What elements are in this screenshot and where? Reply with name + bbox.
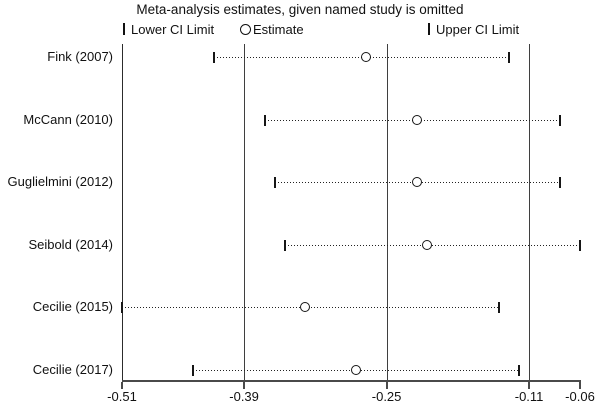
legend-lower-label: Lower CI Limit (131, 21, 215, 37)
estimate-marker (299, 302, 310, 313)
y-axis-line (122, 44, 123, 380)
legend-upper-label: Upper CI Limit (436, 21, 520, 37)
study-label: Fink (2007) (47, 49, 113, 64)
lower-ci-tick-mark (192, 365, 195, 376)
upper-ci-tick-mark (497, 302, 500, 314)
x-axis-tick-label: -0.51 (107, 389, 137, 404)
x-axis-line (122, 380, 581, 382)
x-axis-tick (121, 382, 123, 389)
x-axis-tick (528, 382, 531, 389)
legend-item-estimate: Estimate (240, 21, 304, 37)
x-axis-tick (579, 382, 581, 389)
study-label: Cecilie (2015) (32, 299, 113, 315)
lower-ci-tick-mark (283, 239, 286, 251)
upper-ci-tick-mark (558, 177, 561, 189)
estimate-marker (421, 239, 432, 250)
legend-item-lower-ci: Lower CI Limit (123, 21, 214, 37)
reference-line (386, 44, 388, 380)
estimate-marker (360, 52, 371, 62)
study-label: Seibold (2014) (28, 236, 113, 252)
upper-ci-tick-mark (507, 52, 510, 63)
x-axis-tick-label: -0.39 (229, 389, 259, 404)
upper-ci-tick-mark (579, 239, 581, 251)
chart-title: Meta-analysis estimates, given named stu… (136, 2, 464, 17)
ci-limit-tick-icon (123, 23, 125, 35)
confidence-interval-line (284, 244, 580, 246)
estimate-marker (411, 114, 422, 125)
estimate-marker (350, 365, 361, 375)
study-label: Guglielmini (2012) (7, 174, 114, 190)
x-axis-tick (385, 382, 388, 389)
lower-ci-tick-mark (273, 177, 276, 189)
upper-ci-tick-mark (558, 114, 561, 126)
x-axis-tick-label: -0.11 (514, 389, 544, 404)
reference-line (244, 44, 246, 380)
study-label: McCann (2010) (23, 111, 113, 127)
x-axis-tick-label: -0.06 (565, 389, 595, 404)
estimate-circle-icon (240, 23, 251, 35)
x-axis-tick-label: -0.25 (371, 389, 402, 404)
x-axis-tick (243, 382, 246, 389)
upper-ci-tick-mark (517, 365, 520, 376)
reference-line (529, 44, 531, 380)
lower-ci-tick-mark (212, 52, 215, 63)
confidence-interval-line (122, 307, 499, 309)
estimate-marker (411, 177, 422, 188)
ci-limit-tick-icon (428, 23, 430, 35)
legend-estimate-label: Estimate (253, 21, 304, 37)
legend-item-upper-ci: Upper CI Limit (428, 21, 519, 37)
lower-ci-tick-mark (263, 114, 266, 126)
lower-ci-tick-mark (121, 302, 123, 314)
study-label: Cecilie (2017) (32, 362, 113, 377)
